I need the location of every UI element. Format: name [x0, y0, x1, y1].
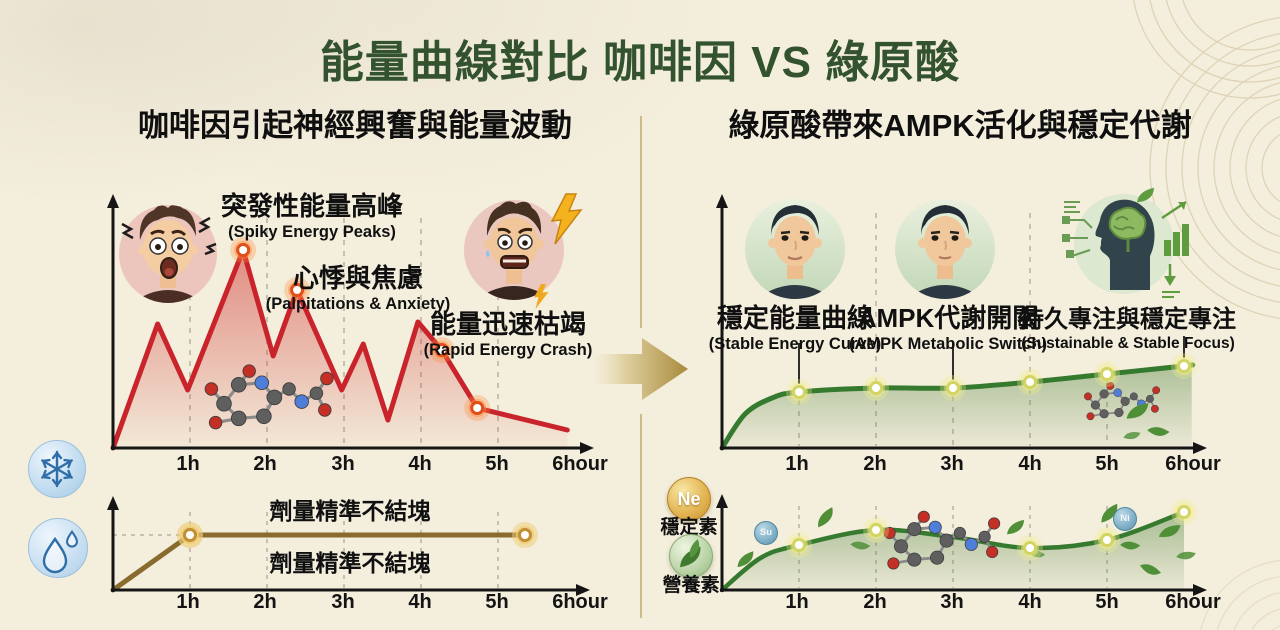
x-tick: 1h [176, 591, 200, 613]
curve-peak-dots [230, 237, 491, 421]
label-connector-lines [798, 336, 1185, 384]
x-tick: 5h [1095, 453, 1119, 475]
leaf-badge [669, 534, 713, 578]
x-tick: 4h [1018, 591, 1042, 613]
x-tick: 2h [253, 591, 277, 613]
annotation-en: (AMPK Metabolic Switch) [848, 334, 1048, 353]
x-tick: 4h [408, 453, 432, 475]
x-tick: 1h [785, 591, 809, 613]
annotation-en: (Spiky Energy Peaks) [228, 222, 396, 241]
calm-man-avatar-2 [895, 199, 995, 299]
annotation-spiky-energy-peaks: 突發性能量高峰 (Spiky Energy Peaks) [220, 191, 404, 242]
dose-label-below: 劑量精準不結塊 [269, 550, 431, 576]
dose-consistency-chart [107, 496, 590, 596]
x-tick: 2h [863, 453, 887, 475]
annotation-ampk-metabolic-switch: AMPK代謝開關 (AMPK Metabolic Switch) [848, 303, 1048, 354]
stress-bolt-icon [121, 216, 217, 256]
ne-badge-label: Ne [677, 489, 701, 509]
x-tick: 6hour [1165, 591, 1221, 613]
annotation-en: (Sustainable & Stable Focus) [1021, 334, 1235, 352]
annotation-zh: 持久專注與穩定專注 [1020, 306, 1236, 333]
annotation-en: (Stable Energy Curve) [708, 334, 882, 353]
y-axis-arrowhead [716, 194, 728, 208]
dose-dots [177, 522, 538, 548]
x-tick: 4h [408, 591, 432, 613]
mini-bar-chart [1164, 224, 1189, 256]
x-tick: 5h [485, 453, 509, 475]
stabilizer-label: 穩定素 [660, 517, 718, 538]
caffeine-energy-chart [107, 194, 594, 454]
snowflake-icon [41, 450, 73, 488]
dose-label-above: 劑量精準不結塊 [269, 498, 431, 524]
ne-badge: Ne [667, 477, 711, 521]
circuit-lines [1064, 201, 1093, 257]
x-tick: 3h [331, 591, 355, 613]
brain-circuit-icon [1062, 186, 1189, 298]
gridlines [113, 512, 499, 588]
droplet-icon [42, 529, 78, 574]
x-tick: 4h [1018, 453, 1042, 475]
y-axis-arrowhead [107, 496, 119, 510]
left-panel-subtitle: 咖啡因引起神經興奮與能量波動 [138, 108, 572, 143]
x-tick: 1h [785, 453, 809, 475]
axes [720, 204, 1193, 450]
y-axis-arrowhead [107, 194, 119, 208]
curve-dots [786, 353, 1197, 405]
annotation-zh: 心悸與焦慮 [292, 263, 424, 293]
x-tick: 1h [176, 453, 200, 475]
page-title: 能量曲線對比 咖啡因 VS 綠原酸 [319, 38, 961, 87]
cga-nutrient-chart [716, 494, 1207, 596]
annotation-palpitations-anxiety: 心悸與焦慮 (Palpitations & Anxiety) [265, 263, 451, 314]
x-tick: 2h [863, 591, 887, 613]
annotation-en: (Palpitations & Anxiety) [265, 294, 451, 313]
cga-curve [719, 362, 1196, 451]
curve-fill [722, 364, 1193, 448]
x-axis-arrowhead [576, 584, 590, 596]
transition-arrow-icon [592, 338, 688, 400]
panel-divider-bottom [640, 414, 642, 618]
cga-energy-chart [716, 194, 1207, 454]
axes [111, 506, 576, 592]
x-tick: 3h [940, 453, 964, 475]
axes [720, 504, 1193, 592]
nutrient-label: 營養素 [662, 575, 720, 596]
small-lightning-bolt-icon [534, 284, 549, 309]
annotation-zh: 能量迅速枯竭 [429, 309, 587, 339]
ni-badge: Ni [1113, 507, 1137, 531]
x-axis-arrowhead [580, 442, 594, 454]
anxious-man-avatar [464, 193, 583, 309]
annotation-zh: 穩定能量曲線 [716, 303, 874, 333]
x-tick: 6hour [1165, 453, 1221, 475]
axes [111, 204, 580, 450]
x-tick: 3h [331, 453, 355, 475]
x-tick: 6hour [552, 453, 608, 475]
lightning-bolt-icon [550, 193, 583, 245]
panel-divider-top [640, 116, 642, 328]
curve-dots [786, 499, 1197, 561]
shocked-man-avatar [119, 205, 217, 303]
annotation-stable-energy-curve: 穩定能量曲線 (Stable Energy Curve) [708, 303, 882, 354]
curve-fill [722, 512, 1184, 590]
su-badge: Su [754, 521, 778, 545]
y-axis-arrowhead [716, 494, 728, 508]
annotation-sustainable-focus: 持久專注與穩定專注 (Sustainable & Stable Focus) [1020, 306, 1236, 353]
annotation-zh: 突發性能量高峰 [220, 191, 404, 221]
annotation-rapid-energy-crash: 能量迅速枯竭 (Rapid Energy Crash) [423, 309, 593, 360]
annotation-en: (Rapid Energy Crash) [423, 340, 593, 359]
x-tick: 6hour [552, 591, 608, 613]
right-panel-subtitle: 綠原酸帶來AMPK活化與穩定代謝 [728, 108, 1192, 143]
x-axis-arrowhead [1193, 442, 1207, 454]
x-tick: 3h [940, 591, 964, 613]
x-tick: 2h [253, 453, 277, 475]
snowflake-badge [28, 440, 86, 498]
calm-man-avatar-1 [745, 199, 845, 299]
annotation-zh: AMPK代謝開關 [857, 303, 1039, 333]
x-axis-arrowhead [1193, 584, 1207, 596]
droplet-badge [28, 518, 88, 578]
x-tick: 5h [485, 591, 509, 613]
x-tick: 5h [1095, 591, 1119, 613]
